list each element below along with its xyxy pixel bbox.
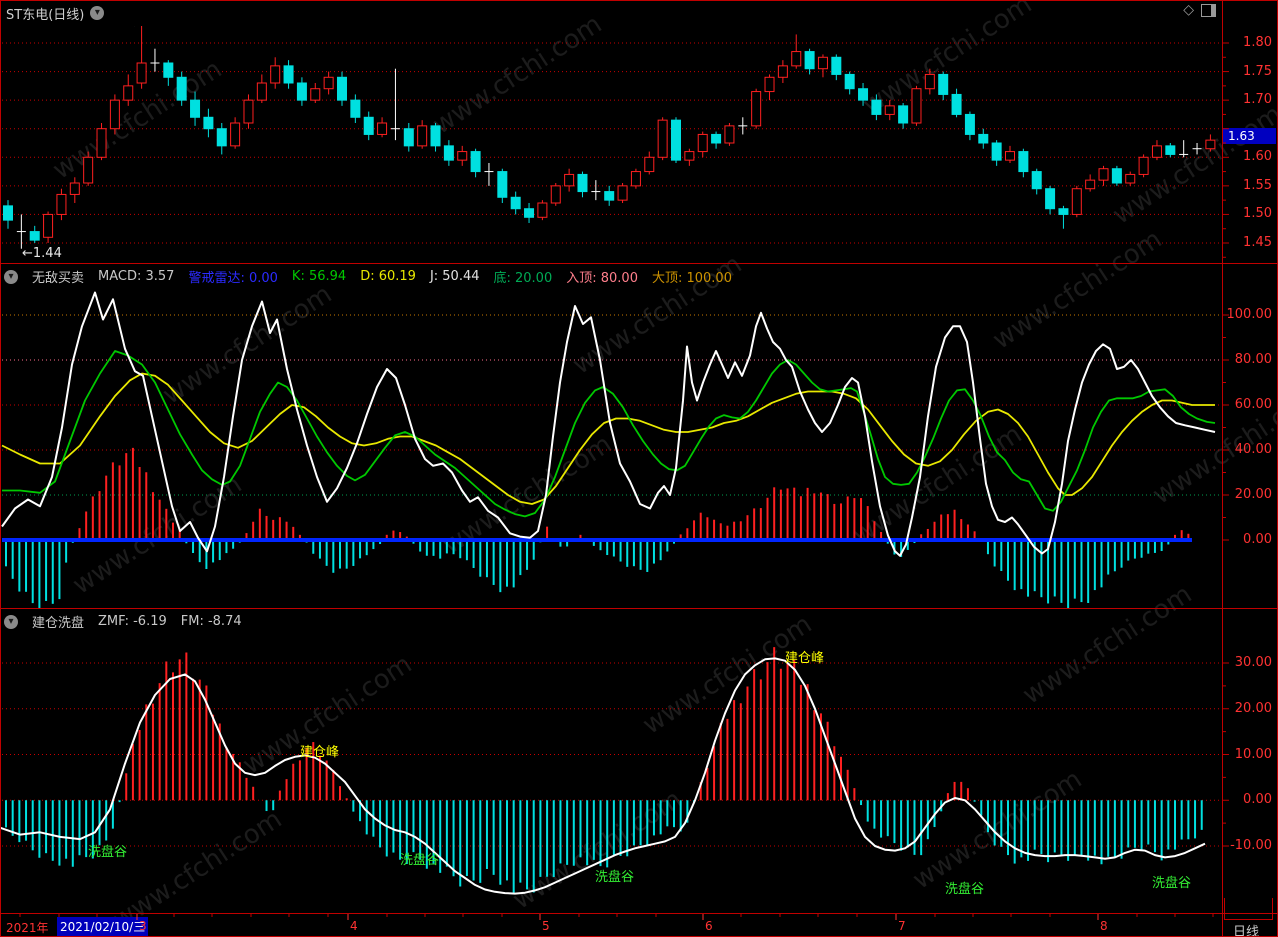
indicator1-axis-label: 60.00 (1234, 397, 1272, 412)
month-label: 7 (898, 919, 906, 933)
indicator2-header: ▾ 建仓洗盘 ZMF: -6.19 FM: -8.74 (0, 609, 1222, 634)
header-item: 无敌买卖 (32, 271, 85, 286)
header-item: 建仓洗盘 (32, 616, 85, 631)
peak-label: 建仓峰 (785, 651, 825, 666)
separator-indicator1 (0, 263, 1278, 264)
month-label: 8 (1100, 919, 1108, 933)
corner-icons: ◇ (1183, 3, 1216, 17)
indicator2-axis-label: 0.00 (1243, 792, 1272, 808)
diamond-icon[interactable]: ◇ (1183, 2, 1194, 18)
valley-label: 洗盘谷 (595, 870, 635, 885)
year-label: 2021年 (6, 921, 49, 935)
chevron-down-icon[interactable]: ▾ (4, 614, 18, 629)
indicator1-panel-chart[interactable] (0, 290, 1222, 608)
valley-label: 洗盘谷 (400, 853, 440, 868)
period-cell-bottom (1224, 919, 1273, 920)
valley-label: 洗盘谷 (945, 882, 985, 897)
indicator1-header: ▾ 无敌买卖 MACD: 3.57 警戒雷达: 0.00 K: 56.94 D: 60.… (0, 264, 1222, 289)
price-axis-label: 1.45 (1243, 235, 1272, 250)
header-item: K: 56.94 (291, 269, 347, 284)
axis-separator (1222, 0, 1223, 937)
price-axis-label: 1.80 (1243, 35, 1272, 50)
indicator2-panel-chart[interactable] (0, 632, 1222, 913)
current-price-badge: 1.63 (1223, 128, 1276, 144)
header-item: 警戒雷达: 0.00 (188, 271, 278, 286)
low-price-annotation: ←1.44 (22, 246, 62, 261)
indicator2-axis-label: 10.00 (1234, 746, 1272, 762)
month-label: 4 (350, 919, 358, 933)
period-cell-left (1224, 898, 1225, 919)
indicator1-axis-label: 0.00 (1243, 532, 1272, 547)
price-axis-label: 1.55 (1243, 177, 1272, 193)
indicator1-axis-label: 80.00 (1234, 352, 1272, 367)
header-item: J: 50.44 (429, 269, 480, 284)
indicator1-axis-label: 20.00 (1234, 487, 1272, 502)
date-axis: 2021年 2021/02/10/三 日线 3 4 5 6 7 8 (0, 914, 1278, 937)
peak-label: 建仓峰 (300, 745, 340, 760)
price-panel-chart[interactable]: ~1.84←1.44 (0, 26, 1222, 263)
indicator2-axis-label: 20.00 (1234, 700, 1272, 716)
panel-layout-icon[interactable] (1201, 3, 1216, 17)
title-bar: ST东电(日线) ▾ (0, 0, 1278, 26)
period-label: 日线 (1233, 925, 1260, 937)
header-item: 入顶: 80.00 (566, 271, 638, 286)
indicator2-axis-label: 30.00 (1234, 655, 1272, 670)
header-item: FM: -8.74 (180, 614, 242, 629)
separator-indicator2 (0, 608, 1278, 609)
indicator1-axis-label: 40.00 (1234, 442, 1272, 457)
header-item: MACD: 3.57 (98, 269, 175, 284)
valley-label: 洗盘谷 (1152, 876, 1192, 891)
chevron-down-icon[interactable]: ▾ (4, 269, 18, 284)
price-axis-label: 1.50 (1243, 206, 1272, 222)
separator-date-axis (0, 913, 1278, 914)
month-label: 6 (705, 919, 713, 933)
header-item: D: 60.19 (360, 269, 416, 284)
frame-top (0, 0, 1278, 1)
price-axis-label: 1.60 (1243, 149, 1272, 165)
header-item: 大顶: 100.00 (651, 271, 732, 286)
period-cell-right (1272, 898, 1273, 919)
valley-label: 洗盘谷 (88, 845, 128, 860)
indicator1-axis-label: 100.00 (1226, 307, 1273, 322)
price-axis-label: 1.75 (1243, 63, 1272, 79)
price-axis-label: 1.70 (1243, 92, 1272, 108)
frame-left (0, 0, 1, 937)
indicator2-axis-label: -10.00 (1230, 838, 1272, 853)
header-item: ZMF: -6.19 (98, 614, 167, 629)
header-item: 底: 20.00 (493, 271, 553, 286)
month-label: 3 (139, 919, 147, 933)
chart-title: ST东电(日线) (6, 7, 85, 23)
month-label: 5 (542, 919, 550, 933)
chevron-down-icon[interactable]: ▾ (90, 6, 105, 20)
highlighted-date: 2021/02/10/三 (57, 917, 149, 936)
